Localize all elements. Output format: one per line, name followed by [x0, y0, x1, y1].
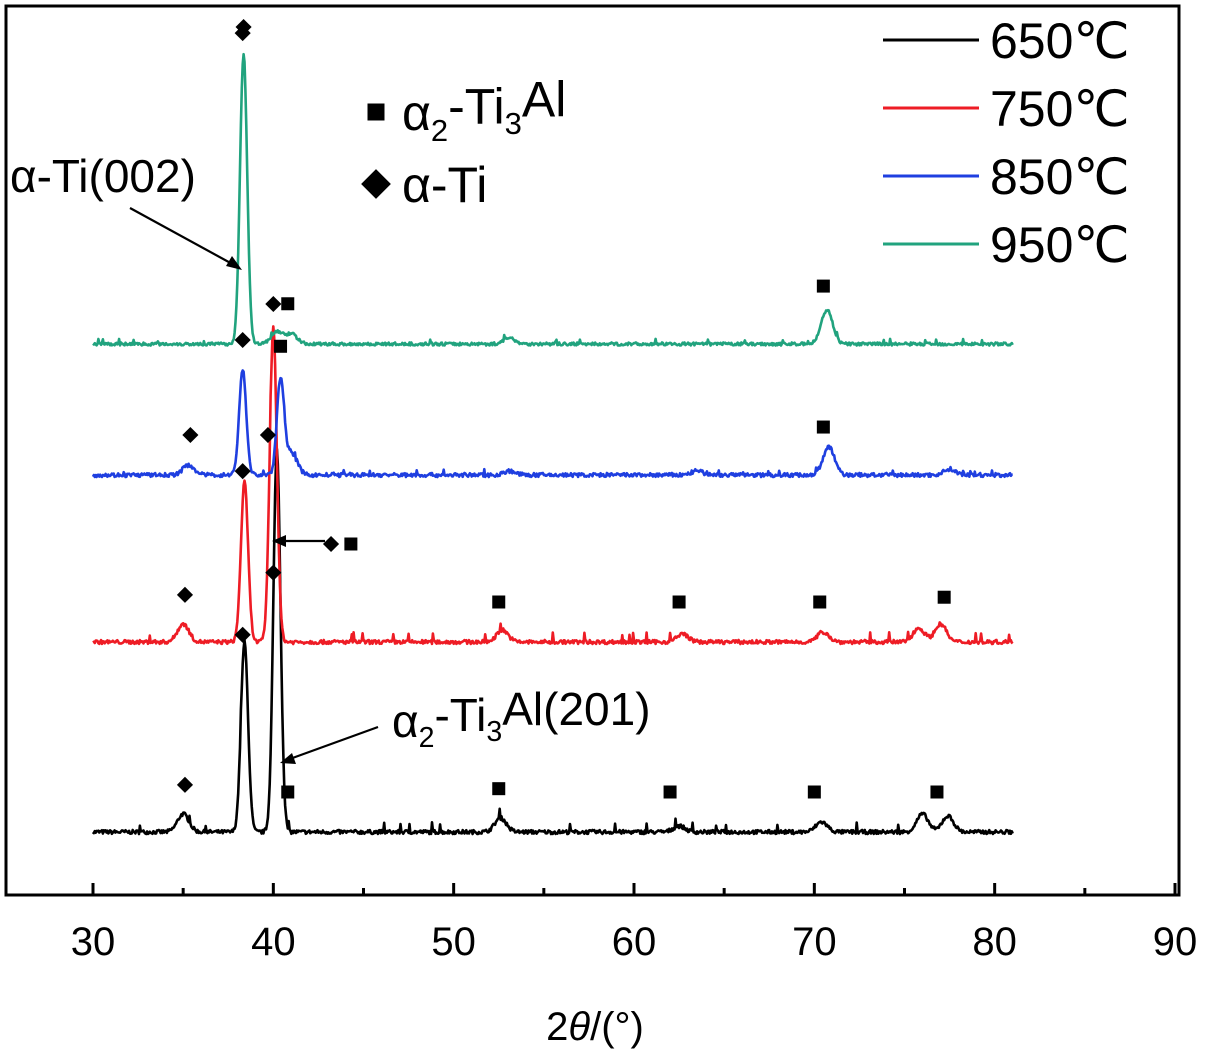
x-tick-label: 40: [251, 920, 296, 964]
alpha-ti-marker: [265, 295, 282, 313]
alpha2-ti3al-marker: [274, 339, 288, 353]
alpha2-ti3al-marker: [930, 785, 944, 799]
alpha2-ti3al-marker: [281, 297, 295, 311]
arrow-head: [272, 535, 286, 547]
alpha-ti-marker: [176, 776, 194, 793]
alpha2-ti3al-marker: [344, 537, 358, 551]
arrow-head: [226, 256, 242, 270]
alpha-ti-marker: [259, 426, 276, 444]
series-line-950℃: [92, 52, 1014, 347]
legend-label: 850℃: [990, 149, 1130, 205]
x-tick-label: 30: [71, 920, 116, 964]
annotation-arrow: [129, 207, 237, 267]
alpha-ti-marker: [322, 535, 340, 553]
alpha2-ti3al-marker: [937, 590, 951, 604]
annotation-arrow: [286, 725, 379, 762]
plot-frame: [4, 4, 1181, 897]
x-tick-label: 50: [431, 920, 476, 964]
legend-label: 750℃: [990, 81, 1130, 137]
phase-legend-entry: α-Ti: [402, 157, 487, 213]
alpha-ti-marker: [234, 463, 251, 480]
alpha-ti-marker: [234, 331, 251, 349]
series-line-850℃: [91, 369, 1014, 479]
alpha2-ti3al-marker: [281, 785, 295, 799]
annotation-label: α2-Ti3Al(201): [392, 683, 651, 754]
phase-legend-entry: α2-Ti3Al: [402, 72, 566, 148]
x-tick-label: 60: [612, 920, 657, 964]
legend-label: 650℃: [990, 13, 1130, 69]
alpha-ti-marker: [182, 426, 199, 444]
alpha-ti-marker: [235, 18, 252, 36]
alpha2-ti3al-marker: [807, 785, 821, 799]
alpha-ti-marker: [265, 564, 282, 581]
alpha2-ti3al-marker: [663, 785, 677, 799]
x-tick-label: 70: [792, 920, 837, 964]
alpha2-ti3al-marker: [816, 279, 830, 293]
x-axis-title: 2θ/(°): [546, 1005, 644, 1049]
legend-square-icon: [367, 103, 385, 121]
x-tick-label: 90: [1153, 920, 1198, 964]
alpha2-ti3al-marker: [813, 595, 827, 609]
x-tick-label: 80: [972, 920, 1017, 964]
legend-diamond-icon: [361, 169, 391, 199]
legend-label: 950℃: [990, 217, 1130, 273]
annotation-label: α-Ti(002): [10, 150, 196, 202]
series-line-650℃: [91, 447, 1014, 836]
arrow-head: [280, 753, 296, 764]
series-line-750℃: [92, 325, 1014, 646]
alpha2-ti3al-marker: [816, 420, 830, 434]
alpha-ti-marker: [234, 626, 251, 643]
alpha2-ti3al-marker: [492, 782, 506, 796]
alpha2-ti3al-marker: [672, 595, 686, 609]
alpha2-ti3al-marker: [492, 595, 506, 609]
alpha-ti-marker: [176, 586, 194, 603]
